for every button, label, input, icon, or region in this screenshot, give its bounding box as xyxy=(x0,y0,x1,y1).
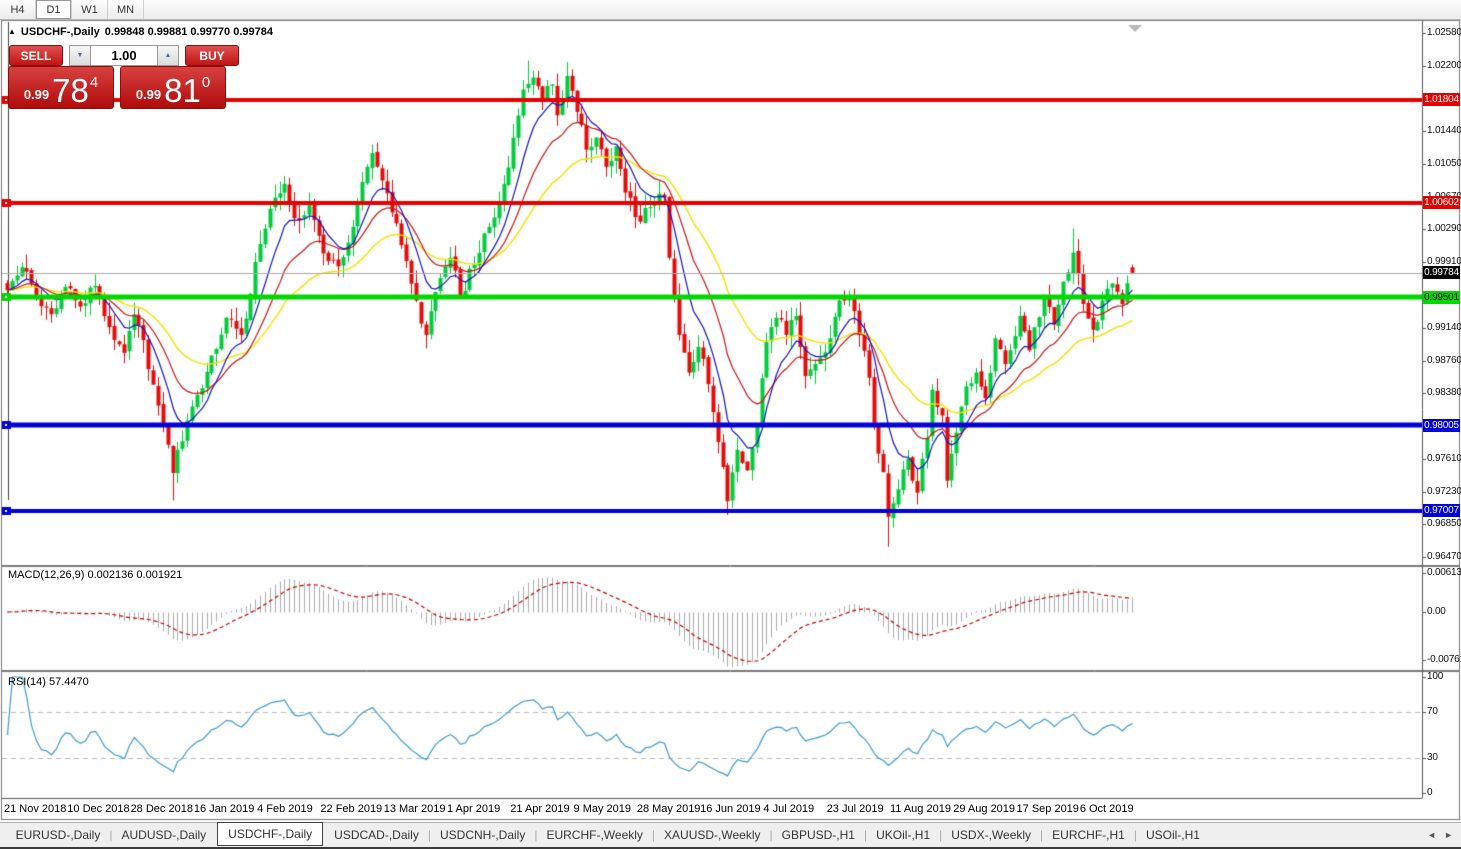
macd-label: MACD(12,26,9) 0.002136 0.001921 xyxy=(8,569,183,581)
timeframe-button-h4[interactable]: H4 xyxy=(0,0,36,19)
tab-separator: | xyxy=(1040,828,1044,842)
timeframe-toolbar: H4 D1 W1 MN xyxy=(0,0,1461,20)
quote-boxes: 0.99 78 4 0.99 81 0 xyxy=(8,66,226,109)
tab-separator: | xyxy=(534,828,538,842)
tab-separator: | xyxy=(1133,828,1137,842)
buy-price-box[interactable]: 0.99 81 0 xyxy=(120,66,226,109)
chart-tab-usdcnhdaily[interactable]: USDCNH-,Daily xyxy=(439,828,526,842)
buy-price-pip: 0 xyxy=(201,74,211,91)
tab-separator: | xyxy=(651,828,656,842)
tab-separator: | xyxy=(427,828,431,842)
tab-separator: | xyxy=(769,828,773,842)
tab-separator: | xyxy=(109,828,113,842)
timeframe-button-d1[interactable]: D1 xyxy=(36,0,72,19)
timeframe-button-mn[interactable]: MN xyxy=(108,0,144,19)
chart-tab-audusddaily[interactable]: AUDUSD-,Daily xyxy=(121,828,207,842)
buy-price-big: 81 xyxy=(164,71,201,109)
chart-tab-usdxweekly[interactable]: USDX-,Weekly xyxy=(951,828,1032,842)
chart-tab-bar: EURUSD-,Daily | AUDUSD-,Daily USDCHF-,Daily… xyxy=(0,822,1461,849)
tab-separator: | xyxy=(863,828,868,842)
chart-tab-usoilh1[interactable]: USOil-,H1 xyxy=(1145,828,1200,842)
chart-tab-ukoilh1[interactable]: UKOil-,H1 xyxy=(876,828,931,842)
tab-separator: | xyxy=(939,828,943,842)
tab-scroll-right-icon[interactable]: ► xyxy=(1444,830,1453,840)
volume-increase-button[interactable]: ▲ xyxy=(157,45,179,66)
chart-tab-eurusddaily[interactable]: EURUSD-,Daily xyxy=(15,828,101,842)
chart-header: ▲ USDCHF-,Daily 0.99848 0.99881 0.99770 … xyxy=(8,26,273,38)
chart-tab-gbpusdh1[interactable]: GBPUSD-,H1 xyxy=(781,828,855,842)
sell-price-big: 78 xyxy=(52,71,89,109)
symbol-title: USDCHF-,Daily xyxy=(20,26,100,38)
chart-tab-usdcaddaily[interactable]: USDCAD-,Daily xyxy=(334,828,419,842)
tab-scroll-left-icon[interactable]: ◄ xyxy=(1427,830,1437,840)
buy-button[interactable]: BUY xyxy=(185,45,239,66)
volume-decrease-button[interactable]: ▼ xyxy=(69,45,91,66)
volume-input[interactable] xyxy=(91,45,157,66)
rsi-label: RSI(14) 57.4470 xyxy=(8,676,89,688)
panel-collapse-icon[interactable]: ▲ xyxy=(8,27,16,36)
chart-tab-eurchfweekly[interactable]: EURCHF-,Weekly xyxy=(546,828,643,842)
sell-price-prefix: 0.99 xyxy=(23,87,50,102)
sell-price-pip: 4 xyxy=(89,74,99,91)
chart-tab-eurchfh1[interactable]: EURCHF-,H1 xyxy=(1052,828,1125,842)
ohlc-values: 0.99848 0.99881 0.99770 0.99784 xyxy=(104,26,273,38)
buy-price-prefix: 0.99 xyxy=(135,87,162,102)
one-click-trade-panel: SELL ▼ ▲ BUY xyxy=(9,45,239,66)
chart-tab-xauusdweekly[interactable]: XAUUSD-,Weekly xyxy=(664,828,761,842)
sell-price-box[interactable]: 0.99 78 4 xyxy=(8,66,114,109)
timeframe-button-w1[interactable]: W1 xyxy=(72,0,108,19)
sell-button[interactable]: SELL xyxy=(9,45,63,66)
chart-tab-usdchfdaily[interactable]: USDCHF-,Daily xyxy=(217,822,324,846)
